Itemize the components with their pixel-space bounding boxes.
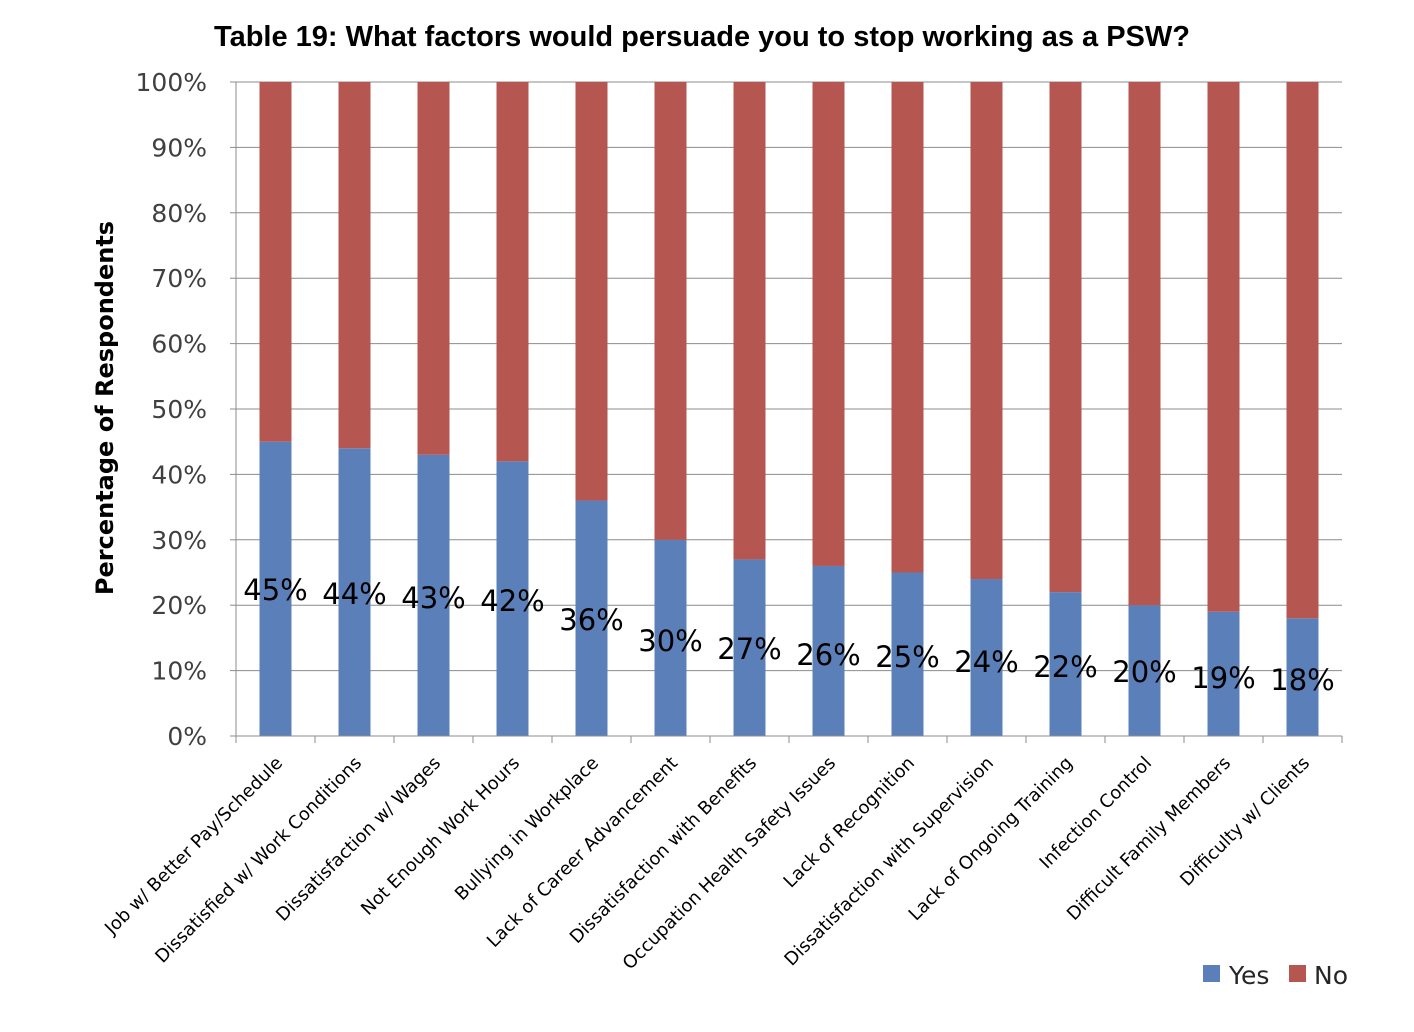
bar-yes: [1207, 611, 1240, 736]
bar-no: [654, 82, 687, 540]
y-tick-label: 20%: [151, 591, 207, 620]
y-tick-label: 50%: [151, 395, 207, 424]
bar-yes: [812, 565, 845, 736]
data-label: 42%: [480, 584, 544, 618]
legend-swatch-no: [1289, 965, 1306, 982]
x-tick-label: Not Enough Work Hours: [357, 753, 524, 920]
bar-yes: [259, 441, 292, 736]
x-tick-label: Difficult Family Members: [1063, 753, 1235, 925]
bar-yes: [1049, 592, 1082, 736]
bar-yes: [1128, 605, 1161, 736]
legend-swatch-yes: [1203, 965, 1220, 982]
bar-yes: [733, 559, 766, 736]
y-tick-label: 10%: [151, 657, 207, 686]
data-label: 19%: [1191, 661, 1255, 695]
bar-no: [338, 82, 371, 449]
data-label: 44%: [322, 577, 386, 611]
x-tick-label: Lack of Recognition: [780, 753, 919, 892]
y-tick-label: 40%: [151, 460, 207, 489]
bar-no: [970, 82, 1003, 580]
data-label: 45%: [243, 573, 307, 607]
data-label: 30%: [638, 624, 702, 658]
data-labels: 45% 44% 43% 42% 36% 30% 27% 26% 25% 24% 22% 20% 19% 1…: [243, 573, 1334, 697]
y-tick-labels: 0% 10% 20% 30% 40% 50% 60% 70% 80% 90% 100%: [136, 68, 207, 751]
data-label: 36%: [559, 603, 623, 637]
x-tick-label: Difficulty w/ Clients: [1176, 753, 1314, 891]
data-label: 20%: [1112, 655, 1176, 689]
legend-label-yes: Yes: [1228, 961, 1269, 990]
data-label: 25%: [875, 640, 939, 674]
bar-no: [891, 82, 924, 573]
bar-yes: [417, 454, 450, 736]
bar-no: [733, 82, 766, 560]
bar-yes: [338, 448, 371, 736]
y-tick-label: 30%: [151, 526, 207, 555]
bar-no: [575, 82, 608, 501]
bar-yes: [970, 579, 1003, 736]
x-tick-label: Bullying in Workplace: [451, 753, 603, 905]
bar-yes: [1286, 618, 1319, 736]
legend-label-no: No: [1314, 961, 1348, 990]
legend: Yes No: [1203, 961, 1348, 990]
data-label: 22%: [1033, 650, 1097, 684]
bar-yes: [496, 461, 529, 736]
bar-no: [1128, 82, 1161, 606]
data-label: 43%: [401, 581, 465, 615]
x-tick-label: Dissatisfaction w/ Wages: [272, 753, 445, 926]
bar-yes: [575, 500, 608, 736]
bar-no: [259, 82, 292, 442]
bar-no: [496, 82, 529, 462]
y-tick-label: 0%: [167, 722, 207, 751]
x-tick-label: Lack of Ongoing Training: [905, 753, 1077, 925]
bars: [259, 82, 1319, 736]
y-tick-label: 90%: [151, 133, 207, 162]
bar-no: [1207, 82, 1240, 612]
y-tick-label: 60%: [151, 330, 207, 359]
bar-no: [1286, 82, 1319, 619]
bar-yes: [654, 539, 687, 736]
data-label: 18%: [1270, 663, 1334, 697]
data-label: 26%: [796, 638, 860, 672]
y-tick-label: 70%: [151, 264, 207, 293]
y-tick-label: 80%: [151, 199, 207, 228]
data-label: 24%: [954, 645, 1018, 679]
y-tick-label: 100%: [136, 68, 207, 97]
axes: [230, 81, 1343, 743]
bar-no: [417, 82, 450, 455]
bar-no: [1049, 82, 1082, 593]
chart-title: Table 19: What factors would persuade yo…: [214, 21, 1190, 53]
bar-no: [812, 82, 845, 566]
y-axis-label: Percentage of Respondents: [91, 221, 119, 595]
data-label: 27%: [717, 632, 781, 666]
bar-yes: [891, 572, 924, 736]
